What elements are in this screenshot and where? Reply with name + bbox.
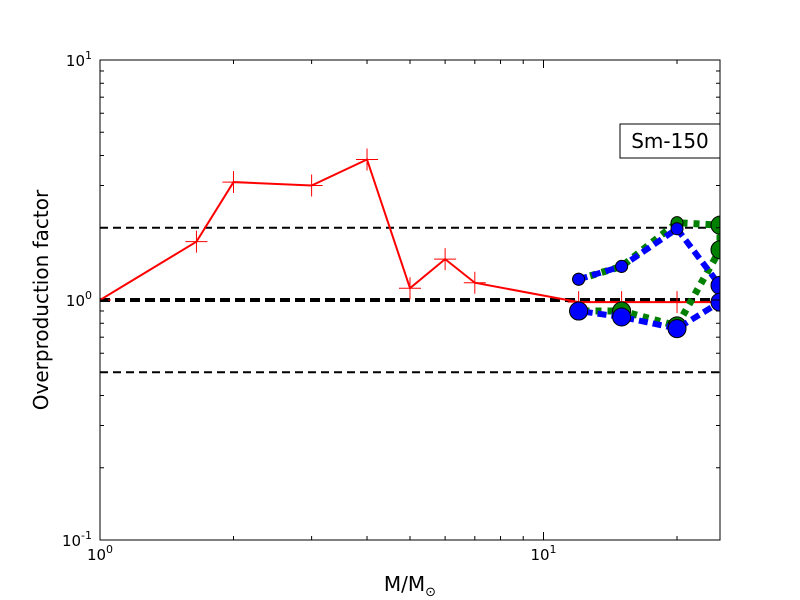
annotation-label: Sm-150 <box>631 129 709 153</box>
y-tick-label: 101 <box>66 49 92 70</box>
data-point <box>710 215 720 235</box>
x-tick-label: 101 <box>530 543 556 564</box>
data-point <box>572 272 586 286</box>
data-point <box>569 301 589 321</box>
data-point <box>666 291 689 314</box>
y-tick-label: 100 <box>66 289 92 310</box>
data-point <box>222 171 245 194</box>
x-axis-label: M/M⊙ <box>384 572 436 600</box>
x-axis-label-subscript: ⊙ <box>425 585 436 600</box>
data-point <box>356 148 379 171</box>
series-line <box>577 224 720 332</box>
data-point <box>434 248 457 271</box>
data-point <box>710 240 720 260</box>
reference-lines <box>100 226 720 374</box>
data-point <box>300 174 323 197</box>
data-point <box>399 277 421 300</box>
data-point <box>615 259 629 273</box>
data-point <box>670 222 684 236</box>
series-2 <box>569 222 720 339</box>
data-point <box>463 271 486 294</box>
series-group <box>100 148 720 339</box>
y-axis-label: Overproduction factor <box>29 189 53 410</box>
x-tick-label: 100 <box>87 543 113 564</box>
data-point <box>667 319 687 339</box>
data-point <box>710 292 720 312</box>
y-tick-label: 10-1 <box>62 529 92 550</box>
data-point <box>612 307 632 327</box>
annotation-box: Sm-150 <box>619 123 721 159</box>
series-0 <box>100 148 720 314</box>
data-point <box>710 275 720 295</box>
data-point <box>185 230 208 253</box>
